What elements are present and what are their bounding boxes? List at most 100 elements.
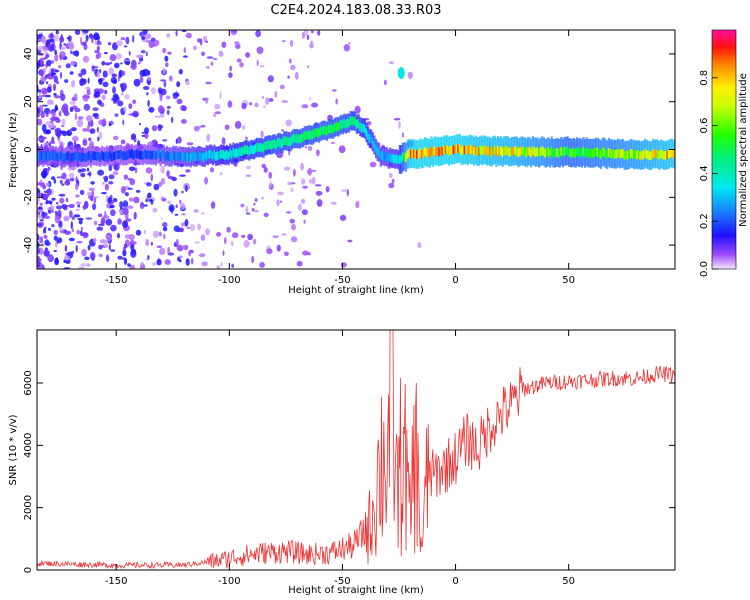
spectrogram-speckle: [98, 213, 103, 218]
spectrogram-speckle: [71, 216, 76, 221]
spectrogram-speckle: [127, 187, 133, 190]
spectrogram-tone-core: [332, 124, 335, 134]
spectrogram-tone-core: [599, 150, 602, 159]
spectrogram-speckle: [163, 233, 166, 240]
spectrogram-tone-core: [314, 128, 317, 137]
spectrogram-speckle: [180, 202, 186, 210]
spectrogram-speckle: [82, 139, 88, 147]
spectrogram-speckle: [50, 68, 55, 77]
spectrogram-tone-core: [601, 147, 604, 157]
spectrogram-tone-core: [113, 151, 116, 161]
spectrogram-speckle: [145, 51, 148, 57]
spectrogram-tone-core: [409, 149, 412, 159]
spectrogram-tone-core: [327, 124, 330, 134]
spectrogram-speckle: [314, 184, 322, 187]
spectrogram-speckle: [37, 214, 43, 219]
spectrogram-speckle: [189, 224, 196, 231]
spectrogram-speckle: [71, 228, 75, 233]
spectrogram-tone-core: [555, 148, 558, 157]
spectrogram-tone-core: [181, 152, 184, 161]
spectrogram-speckle: [108, 123, 112, 127]
y-tick-label: 40: [23, 48, 34, 61]
spectrogram-tone-core: [568, 148, 571, 157]
spectrogram-speckle: [277, 191, 284, 196]
spectrogram-speckle: [393, 117, 401, 121]
spectrogram-speckle: [157, 87, 163, 94]
spectrogram-speckle: [309, 40, 314, 49]
spectrogram-speckle: [91, 190, 94, 198]
spectrogram-speckle: [117, 255, 123, 260]
spectrogram-tone-core: [544, 148, 547, 158]
spectrogram-speckle: [86, 167, 90, 172]
spectrogram-speckle: [164, 55, 169, 62]
spectrogram-tone-core: [603, 147, 606, 157]
spectrogram-tone-core: [230, 150, 233, 160]
spectrogram-speckle: [150, 87, 156, 95]
spectrogram-tone-core: [192, 152, 195, 161]
spectrogram-speckle: [171, 176, 177, 182]
spectrogram-speckle: [51, 176, 56, 180]
spectrogram-tone-core: [585, 147, 588, 156]
spectrogram-speckle: [72, 50, 79, 56]
spectrogram-tone-core: [319, 127, 322, 136]
spectrogram-speckle: [65, 63, 71, 69]
spectrogram-speckle: [123, 106, 127, 112]
spectrogram-speckle: [279, 84, 285, 90]
spectrogram-tone-core: [493, 145, 496, 155]
spectrogram-speckle: [261, 96, 264, 99]
spectrogram-speckle: [300, 162, 304, 171]
spectrogram-tone-core: [354, 117, 357, 127]
spectrogram-speckle: [119, 54, 123, 58]
spectrogram-speckle: [256, 46, 264, 55]
spectrogram-panel: -150 -100 -50 0 50 -40 -20 0 20 40 Height of str…: [8, 29, 676, 296]
spectrogram-tone-core: [656, 150, 659, 159]
spectrogram-tone-core: [411, 149, 414, 158]
spectrogram-tone-core: [357, 119, 360, 128]
spectrogram-tone-core: [558, 149, 561, 158]
spectrogram-speckle: [56, 80, 60, 85]
spectrogram-tone-core: [574, 149, 577, 158]
spectrogram-speckle: [125, 218, 132, 222]
spectrogram-speckle: [166, 105, 171, 109]
spectrogram-speckle: [93, 197, 97, 204]
spectrogram-tone-core: [227, 151, 230, 160]
spectrogram-tone-core: [281, 139, 284, 148]
spectrogram-speckle: [247, 233, 254, 241]
spectrogram-speckle: [181, 213, 186, 216]
colorbar-tick-label: 0.0: [699, 261, 710, 277]
spectrogram-speckle: [167, 51, 172, 55]
spectrogram-speckle: [41, 243, 45, 247]
spectrogram-speckle: [53, 235, 58, 241]
spectrogram-speckle: [127, 177, 132, 181]
spectrogram-speckle: [92, 203, 97, 211]
spectrogram-tone-core: [116, 150, 119, 160]
spectrogram-speckle: [145, 238, 150, 247]
spectrogram-y-label: Frequency (Hz): [8, 112, 19, 188]
spectrogram-speckle: [146, 182, 152, 187]
spectrogram-tone-core: [330, 124, 333, 134]
spectrogram-speckle: [68, 203, 75, 209]
spectrogram-tone-core: [235, 148, 238, 157]
spectrogram-tone-core: [351, 116, 354, 126]
spectrogram-tone-core: [295, 134, 298, 143]
spectrogram-speckle: [308, 179, 314, 184]
spectrogram-speckle: [82, 94, 89, 102]
spectrogram-tone-core: [587, 148, 590, 158]
spectrogram-tone-core: [671, 148, 674, 158]
spectrogram-tone-core: [455, 144, 458, 154]
spectrogram-speckle: [77, 116, 84, 120]
x-tick-label: 50: [562, 576, 575, 587]
spectrogram-speckle: [132, 110, 139, 118]
spectrogram-tone-core: [126, 151, 129, 160]
spectrogram-speckle: [85, 217, 93, 220]
spectrogram-tone-core: [335, 122, 338, 131]
spectrogram-speckle: [162, 139, 168, 142]
spectrogram-tone-core: [292, 134, 295, 143]
spectrogram-speckle: [148, 41, 155, 48]
spectrogram-speckle: [143, 230, 147, 235]
spectrogram-speckle: [186, 226, 191, 229]
spectrogram-tone-core: [534, 148, 538, 157]
spectrogram-speckle: [102, 81, 109, 88]
spectrogram-tone-core: [658, 151, 661, 160]
spectrogram-tone-core: [257, 143, 260, 153]
